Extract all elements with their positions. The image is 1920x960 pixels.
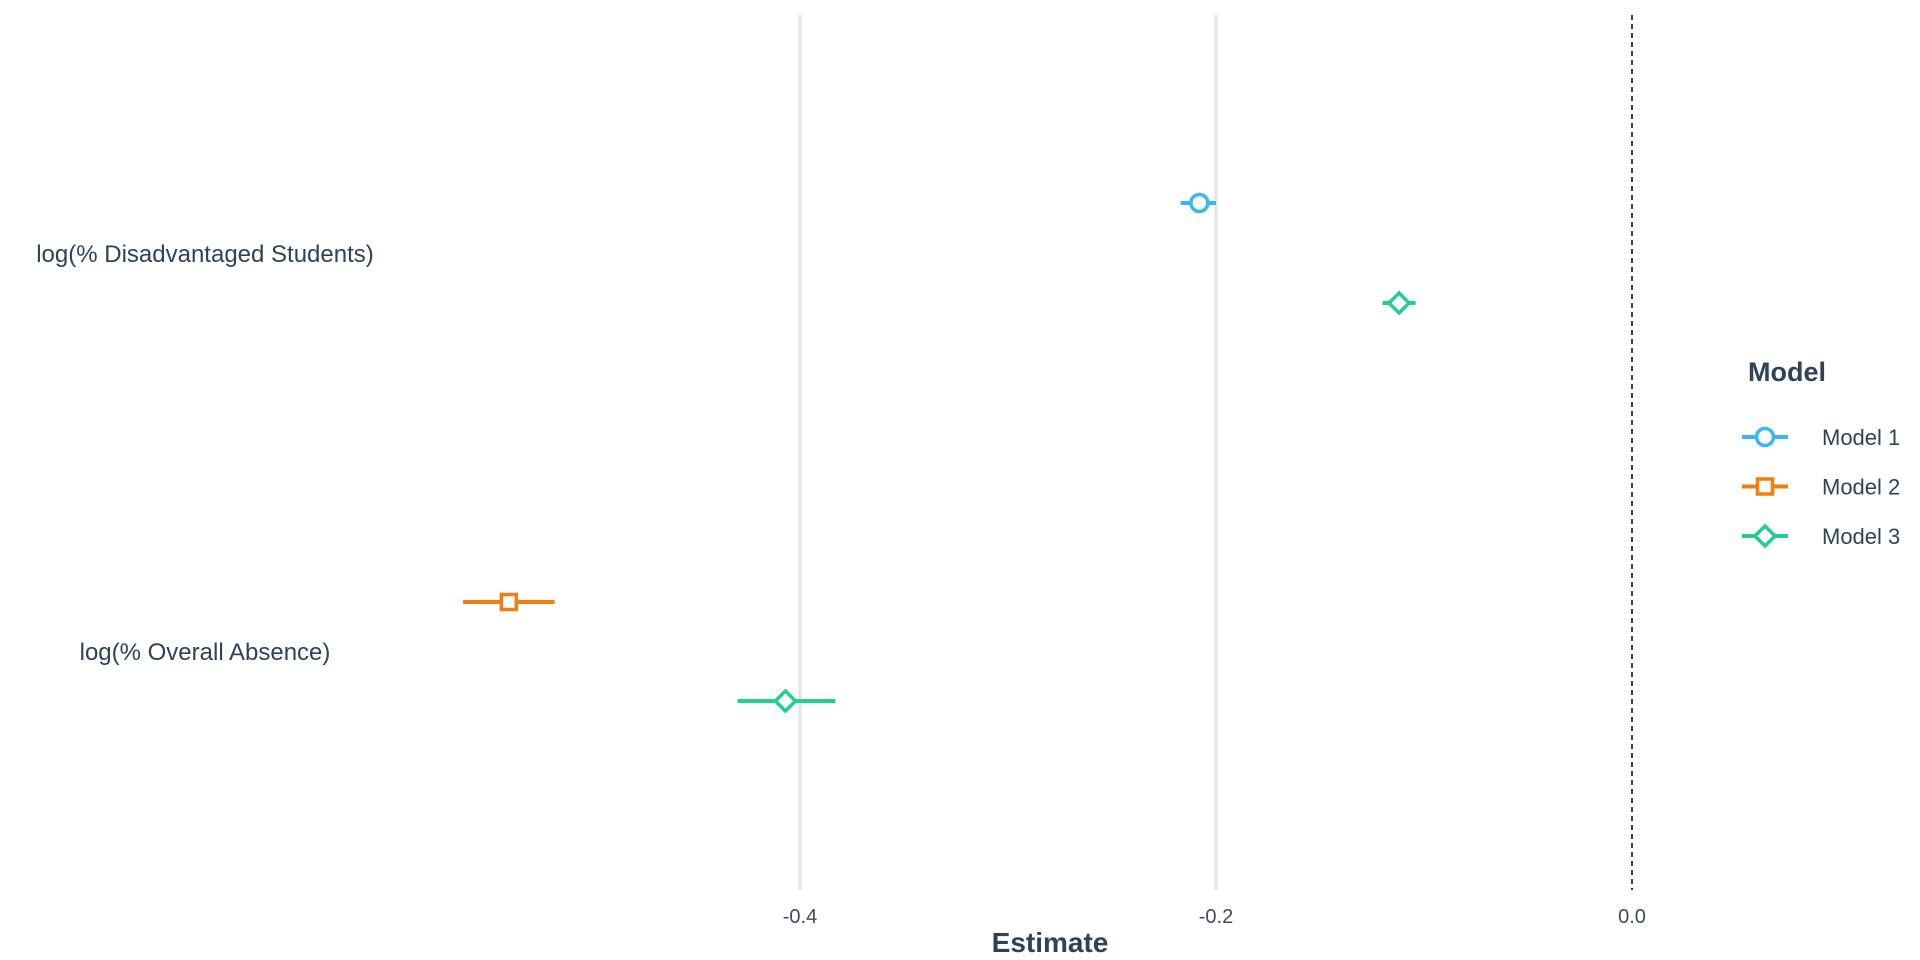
series-model-3 (737, 290, 1416, 714)
legend-item: Model 2 (1742, 475, 1900, 500)
x-tick-label: 0.0 (1618, 906, 1646, 928)
x-tick-labels: -0.4 -0.2 0.0 (783, 906, 1646, 928)
point-marker (1189, 192, 1210, 214)
x-tick-label: -0.4 (783, 906, 817, 928)
legend-label: Model 3 (1822, 524, 1900, 549)
x-axis-title: Estimate (992, 927, 1109, 958)
category-label: log(% Disadvantaged Students) (36, 241, 374, 268)
legend-label: Model 1 (1822, 425, 1900, 450)
series-model-1 (1180, 192, 1216, 214)
category-label: log(% Overall Absence) (80, 639, 331, 666)
legend-label: Model 2 (1822, 475, 1900, 500)
legend-item: Model 1 (1742, 425, 1900, 450)
category-labels: log(% Disadvantaged Students) log(% Overa… (36, 241, 374, 666)
grid-lines (798, 15, 1218, 890)
legend-title: Model (1748, 357, 1826, 387)
legend-key-marker (1755, 477, 1775, 496)
legend-key-marker (1752, 523, 1778, 549)
legend: Model Model 1 Model 2 Model 3 (1742, 357, 1900, 549)
point-marker (772, 688, 798, 714)
legend-item: Model 3 (1742, 523, 1900, 549)
point-marker (1386, 290, 1412, 316)
series-marks (463, 192, 1416, 714)
series-model-2 (463, 592, 555, 612)
legend-items: Model 1 Model 2 Model 3 (1742, 425, 1900, 549)
x-tick-label: -0.2 (1199, 906, 1233, 928)
point-marker (499, 592, 519, 612)
legend-key-marker (1754, 426, 1776, 448)
